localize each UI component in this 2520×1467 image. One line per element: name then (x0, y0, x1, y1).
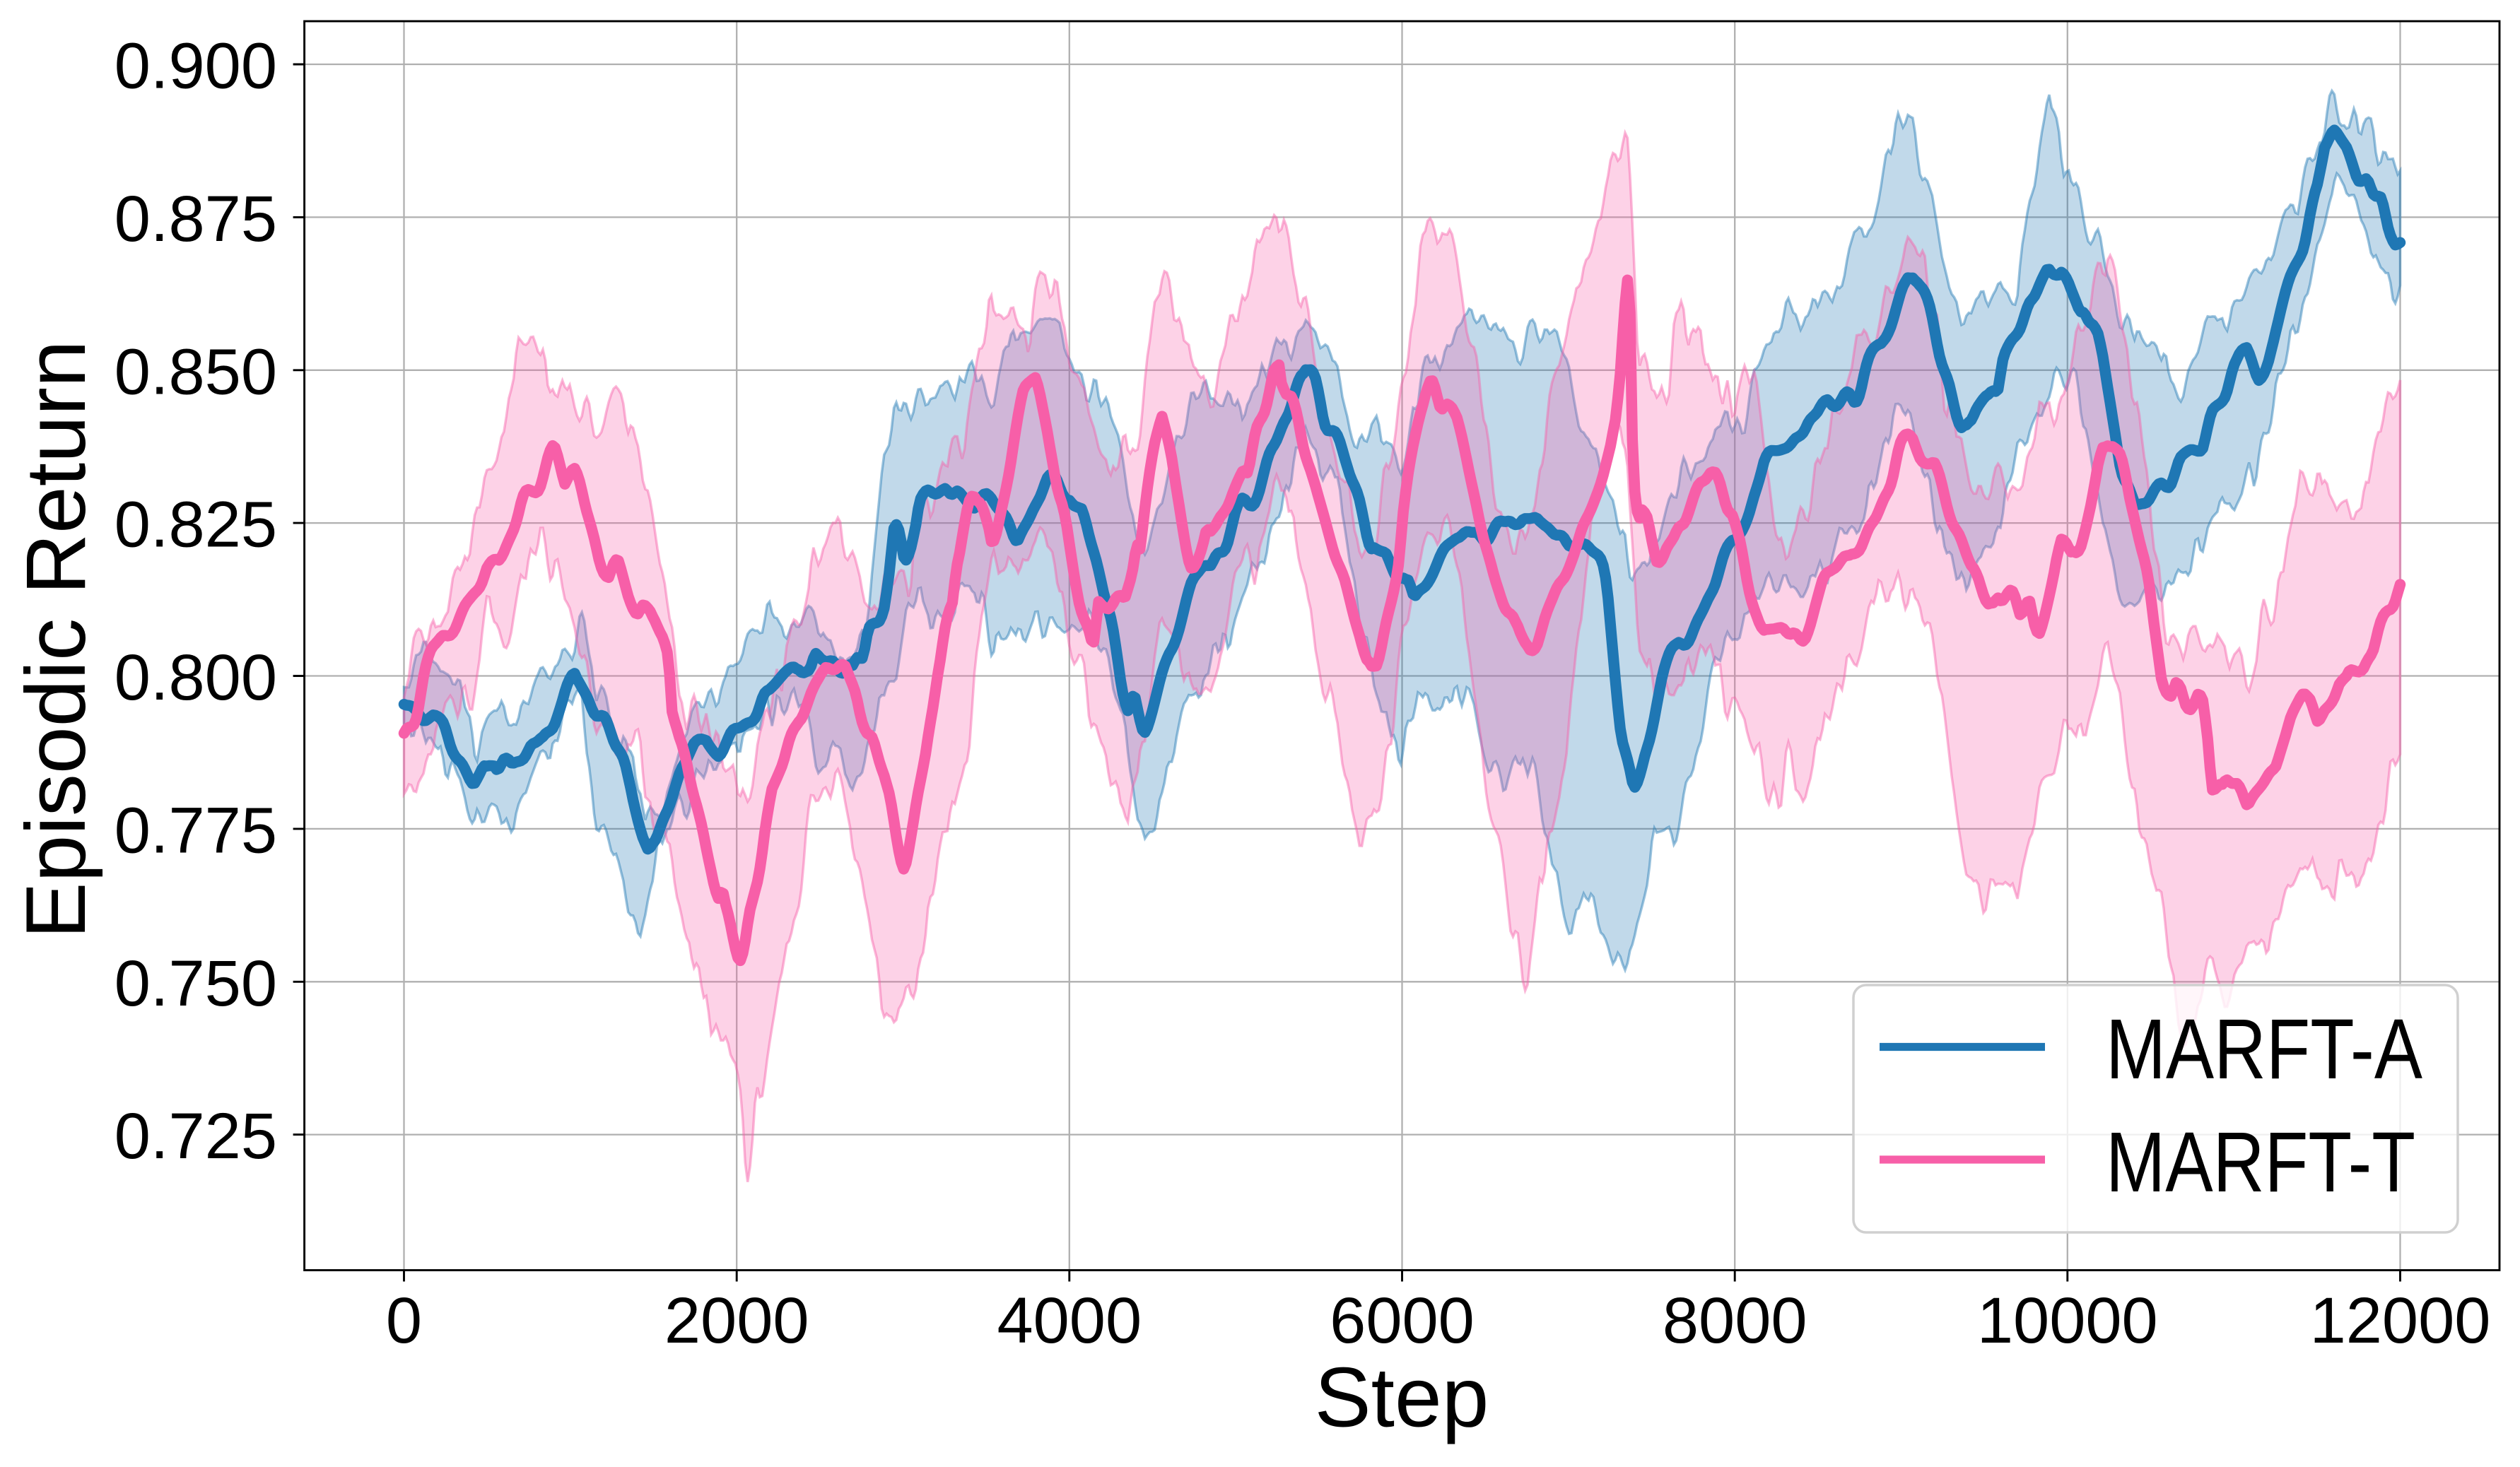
svg-text:Step: Step (1315, 1350, 1489, 1445)
svg-text:6000: 6000 (1330, 1285, 1475, 1357)
svg-text:0.800: 0.800 (115, 642, 277, 714)
svg-text:4000: 4000 (997, 1285, 1142, 1357)
svg-text:12000: 12000 (2310, 1285, 2491, 1357)
svg-text:0.850: 0.850 (115, 336, 277, 408)
svg-text:0: 0 (386, 1285, 422, 1357)
svg-text:MARFT-A: MARFT-A (2106, 1001, 2422, 1097)
svg-text:0.725: 0.725 (115, 1100, 277, 1172)
svg-text:0.775: 0.775 (115, 794, 277, 866)
svg-text:0.750: 0.750 (115, 948, 277, 1020)
svg-text:0.825: 0.825 (115, 489, 277, 561)
svg-text:MARFT-T: MARFT-T (2106, 1114, 2415, 1210)
svg-text:0.900: 0.900 (115, 30, 277, 102)
svg-text:2000: 2000 (664, 1285, 809, 1357)
svg-text:Episodic Return: Episodic Return (8, 340, 103, 938)
svg-text:8000: 8000 (1663, 1285, 1807, 1357)
svg-text:10000: 10000 (1977, 1285, 2158, 1357)
svg-text:0.875: 0.875 (115, 183, 277, 255)
